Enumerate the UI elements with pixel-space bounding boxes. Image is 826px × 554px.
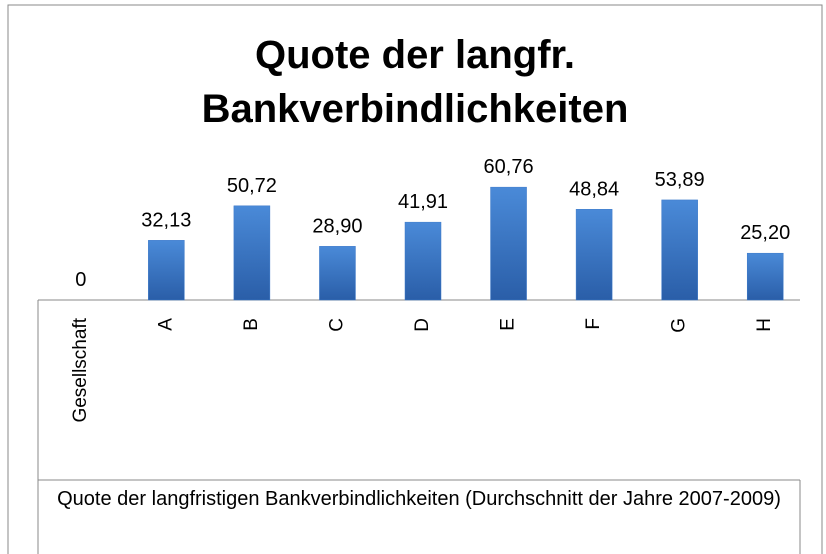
- x-tick-label: C: [326, 318, 347, 332]
- data-label: 41,91: [398, 191, 448, 213]
- x-tick-label: D: [412, 318, 433, 332]
- data-label: 0: [75, 269, 86, 291]
- x-tick-label: Gesellschaft: [70, 317, 91, 422]
- x-tick-label: A: [155, 318, 176, 331]
- x-tick-label: G: [669, 318, 690, 333]
- x-tick-label: B: [241, 318, 262, 331]
- x-tick-label: H: [754, 318, 775, 332]
- chart-border: [7, 4, 823, 554]
- data-label: 25,20: [740, 222, 790, 244]
- bar: [746, 252, 784, 301]
- bar: [490, 186, 527, 301]
- bar: [233, 205, 271, 301]
- chart-title: Quote der langfr. Bankverbindlichkeiten: [201, 33, 629, 131]
- data-label: 60,76: [484, 156, 534, 178]
- bar: [575, 209, 613, 301]
- bar: [319, 246, 356, 301]
- data-label: 48,84: [569, 178, 619, 200]
- x-axis-title: Quote der langfristigen Bankverbindlichk…: [57, 488, 781, 510]
- data-label: 53,89: [655, 169, 705, 191]
- bar: [404, 221, 442, 301]
- bar: [148, 240, 185, 301]
- x-tick-label: E: [498, 318, 519, 331]
- data-label: 32,13: [141, 209, 191, 231]
- data-label: 50,72: [227, 175, 277, 197]
- data-label: 28,90: [312, 215, 362, 237]
- x-tick-label: F: [583, 318, 604, 330]
- bar: [661, 199, 698, 301]
